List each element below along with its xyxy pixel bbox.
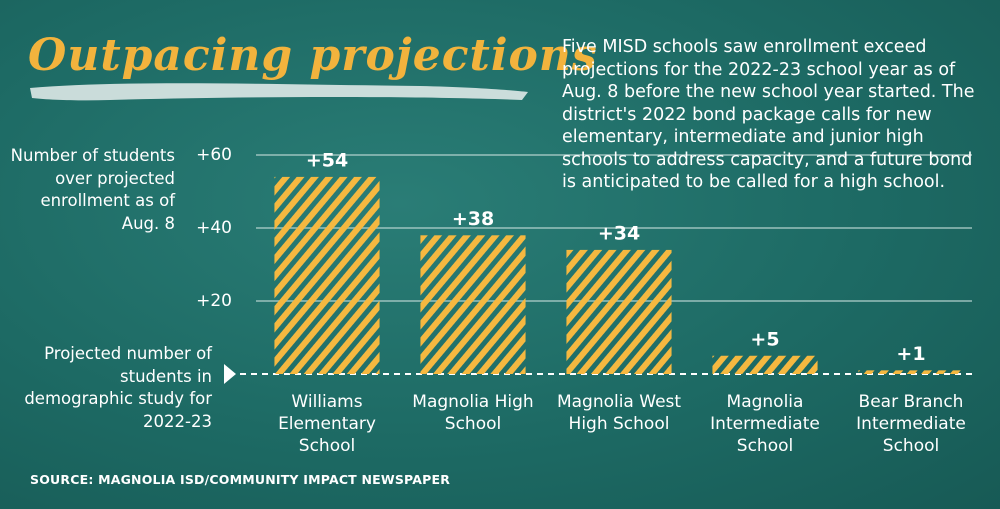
bar: [712, 355, 818, 374]
description: Five MISD schools saw enrollment exceed …: [562, 37, 975, 192]
value-label: +1: [896, 343, 925, 365]
baseline-arrow: [224, 364, 236, 384]
y-axis-label: Number of students over projected enroll…: [10, 146, 175, 233]
x-tick-label: Bear Branch Intermediate School: [856, 392, 966, 456]
value-label: +38: [452, 208, 494, 230]
source: SOURCE: MAGNOLIA ISD/COMMUNITY IMPACT NE…: [30, 472, 451, 487]
title: Outpacing projections: [28, 30, 598, 81]
bar: [566, 249, 672, 374]
y-tick-label: +20: [196, 291, 232, 311]
x-tick-label: Williams Elementary School: [278, 392, 376, 456]
brush-stroke: [30, 83, 528, 101]
bar: [858, 370, 964, 374]
value-label: +5: [750, 328, 779, 350]
x-tick-label: Magnolia West High School: [556, 392, 682, 434]
x-tick-label: Magnolia High School: [412, 392, 534, 434]
baseline-annotation: Projected number of students in demograp…: [24, 344, 212, 431]
bar: [274, 176, 380, 374]
bar: [420, 235, 526, 374]
y-tick-label: +60: [196, 145, 232, 165]
value-label: +54: [306, 149, 348, 171]
y-tick-label: +40: [196, 218, 232, 238]
value-label: +34: [598, 222, 640, 244]
x-tick-label: Magnolia Intermediate School: [710, 392, 820, 456]
